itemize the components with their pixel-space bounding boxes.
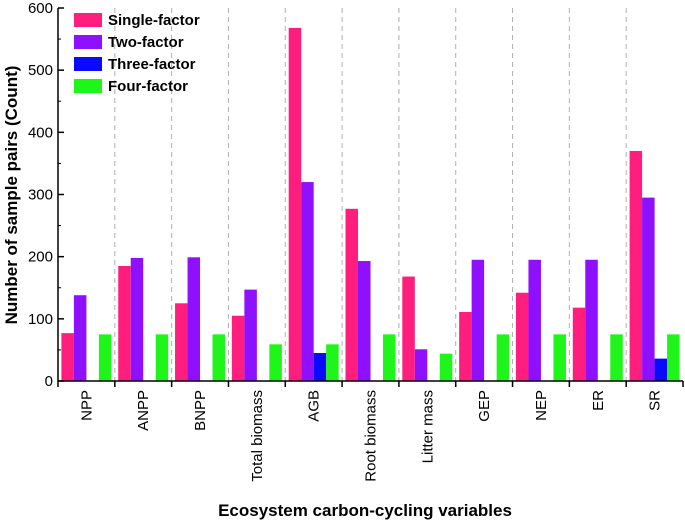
x-tick-label: NPP (78, 390, 95, 421)
legend: Single-factor Two-factor Three-factor Four-… (74, 12, 200, 95)
bar-three-factor (313, 353, 327, 381)
y-tick-label: 300 (28, 187, 53, 204)
y-tick-label: 100 (28, 311, 53, 328)
x-tick-label: BNPP (192, 390, 209, 431)
bars (61, 27, 680, 381)
x-axis-ticks: NPP ANPP BNPP Total biomass AGB Root biomass L… (57, 381, 684, 482)
bar-single-factor (402, 276, 415, 381)
bar-four-factor (610, 334, 623, 381)
bar-four-factor (553, 334, 566, 381)
bar-single-factor (629, 150, 643, 381)
bar-single-factor (175, 303, 188, 381)
y-tick-label: 500 (28, 62, 53, 79)
bar-four-factor (212, 334, 226, 381)
legend-swatch (74, 35, 102, 49)
legend-swatch (74, 13, 102, 27)
bar-single-factor (515, 292, 529, 381)
bar-single-factor (61, 333, 74, 381)
y-tick-label: 0 (45, 373, 53, 390)
bar-single-factor (231, 315, 245, 381)
bar-single-factor (572, 307, 586, 381)
x-tick-label: Root biomass (363, 390, 380, 482)
bar-four-factor (496, 334, 510, 381)
x-tick-label: Litter mass (419, 390, 436, 463)
bar-single-factor (459, 311, 472, 381)
legend-label: Four-factor (108, 78, 188, 95)
legend-label: Two-factor (108, 34, 184, 51)
legend-swatch (74, 57, 102, 71)
x-axis-title: Ecosystem carbon-cycling variables (218, 501, 512, 520)
bar-four-factor (269, 344, 282, 381)
bar-two-factor (414, 349, 428, 381)
category-separators (114, 8, 627, 381)
x-tick-label: AGB (306, 390, 323, 422)
bar-single-factor (288, 27, 302, 381)
bar-four-factor (155, 334, 169, 381)
bar-two-factor (301, 182, 314, 381)
bar-four-factor (439, 353, 453, 381)
x-tick-label: Total biomass (249, 390, 266, 482)
bar-two-factor (130, 257, 144, 381)
bar-four-factor (98, 334, 112, 381)
x-tick-label: ANPP (135, 390, 152, 431)
x-tick-label: NEP (533, 390, 550, 421)
legend-label: Three-factor (108, 56, 196, 73)
bar-two-factor (244, 289, 257, 381)
bar-four-factor (326, 344, 339, 381)
bar-two-factor (642, 197, 655, 381)
legend-label: Single-factor (108, 12, 200, 29)
y-axis-title: Number of sample pairs (Count) (2, 66, 21, 325)
bar-three-factor (654, 358, 668, 381)
bar-two-factor (73, 295, 87, 381)
legend-swatch (74, 79, 102, 93)
y-tick-label: 600 (28, 0, 53, 17)
bar-two-factor (471, 259, 485, 381)
bar-two-factor (528, 259, 541, 381)
bar-single-factor (345, 208, 358, 381)
x-tick-label: ER (590, 390, 607, 411)
y-tick-label: 400 (28, 124, 53, 141)
bar-two-factor (585, 259, 598, 381)
bar-four-factor (383, 334, 396, 381)
y-axis-ticks: 0 100 200 300 400 500 600 (28, 0, 64, 390)
y-tick-label: 200 (28, 249, 53, 266)
bar-single-factor (118, 265, 131, 381)
x-tick-label: SR (647, 390, 664, 411)
bar-two-factor (358, 261, 371, 381)
bar-four-factor (667, 334, 680, 381)
x-tick-label: GEP (476, 390, 493, 422)
bar-two-factor (187, 257, 201, 381)
